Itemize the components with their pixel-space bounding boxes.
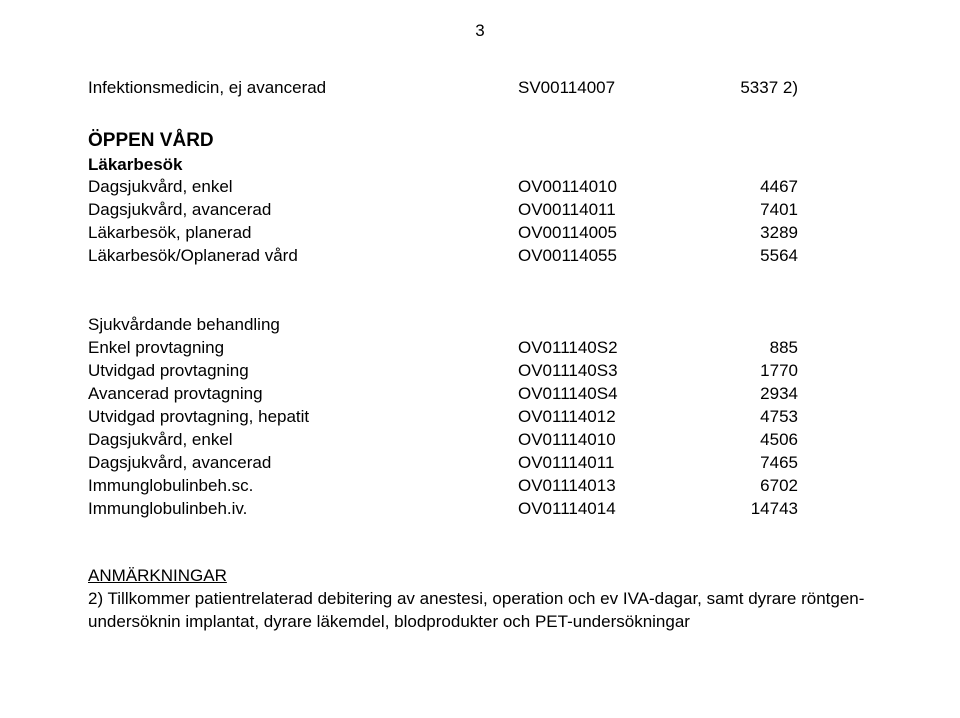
row-label: Läkarbesök/Oplanerad vård	[88, 245, 518, 268]
row-value: 7465	[678, 452, 798, 475]
row-label: Dagsjukvård, avancerad	[88, 452, 518, 475]
row-code: OV011140S3	[518, 360, 678, 383]
row-value: 1770	[678, 360, 798, 383]
table-row: Läkarbesök, planerad OV00114005 3289	[88, 222, 872, 245]
section-open-care-title: ÖPPEN VÅRD	[88, 128, 872, 154]
row-value: 7401	[678, 199, 798, 222]
row-value: 4467	[678, 176, 798, 199]
table-row: Immunglobulinbeh.iv. OV01114014 14743	[88, 498, 872, 521]
row-code: OV00114010	[518, 176, 678, 199]
top-row-value: 5337 2)	[678, 77, 798, 100]
row-code: OV01114013	[518, 475, 678, 498]
row-label: Avancerad provtagning	[88, 383, 518, 406]
row-label: Utvidgad provtagning, hepatit	[88, 406, 518, 429]
row-code: OV01114012	[518, 406, 678, 429]
row-value: 4753	[678, 406, 798, 429]
row-code: OV00114005	[518, 222, 678, 245]
document-page: 3 Infektionsmedicin, ej avancerad SV0011…	[0, 0, 960, 718]
row-label: Immunglobulinbeh.iv.	[88, 498, 518, 521]
row-label: Dagsjukvård, enkel	[88, 429, 518, 452]
row-value: 4506	[678, 429, 798, 452]
table-row: Enkel provtagning OV011140S2 885	[88, 337, 872, 360]
table-row: Dagsjukvård, avancerad OV01114011 7465	[88, 452, 872, 475]
row-value: 885	[678, 337, 798, 360]
spacer	[88, 268, 872, 314]
row-label: Läkarbesök, planerad	[88, 222, 518, 245]
table-row: Dagsjukvård, enkel OV01114010 4506	[88, 429, 872, 452]
row-value: 2934	[678, 383, 798, 406]
section-treatment-title: Sjukvårdande behandling	[88, 314, 872, 337]
group-lakarbesok-title: Läkarbesök	[88, 154, 872, 177]
row-code: OV011140S2	[518, 337, 678, 360]
top-row-label: Infektionsmedicin, ej avancerad	[88, 77, 518, 100]
row-code: OV01114011	[518, 452, 678, 475]
row-value: 6702	[678, 475, 798, 498]
row-code: OV011140S4	[518, 383, 678, 406]
row-code: OV01114010	[518, 429, 678, 452]
table-row: Utvidgad provtagning OV011140S3 1770	[88, 360, 872, 383]
notes-title: ANMÄRKNINGAR	[88, 565, 872, 588]
table-row: Läkarbesök/Oplanerad vård OV00114055 556…	[88, 245, 872, 268]
row-label: Dagsjukvård, enkel	[88, 176, 518, 199]
notes-body: 2) Tillkommer patientrelaterad debiterin…	[88, 588, 872, 634]
row-label: Utvidgad provtagning	[88, 360, 518, 383]
row-value: 14743	[678, 498, 798, 521]
row-value: 5564	[678, 245, 798, 268]
row-code: OV01114014	[518, 498, 678, 521]
top-row: Infektionsmedicin, ej avancerad SV001140…	[88, 77, 872, 100]
table-row: Immunglobulinbeh.sc. OV01114013 6702	[88, 475, 872, 498]
row-label: Immunglobulinbeh.sc.	[88, 475, 518, 498]
top-row-code: SV00114007	[518, 77, 678, 100]
row-code: OV00114055	[518, 245, 678, 268]
table-row: Avancerad provtagning OV011140S4 2934	[88, 383, 872, 406]
row-label: Enkel provtagning	[88, 337, 518, 360]
row-code: OV00114011	[518, 199, 678, 222]
page-number: 3	[88, 20, 872, 43]
table-row: Dagsjukvård, avancerad OV00114011 7401	[88, 199, 872, 222]
table-row: Dagsjukvård, enkel OV00114010 4467	[88, 176, 872, 199]
table-row: Utvidgad provtagning, hepatit OV01114012…	[88, 406, 872, 429]
row-label: Dagsjukvård, avancerad	[88, 199, 518, 222]
row-value: 3289	[678, 222, 798, 245]
